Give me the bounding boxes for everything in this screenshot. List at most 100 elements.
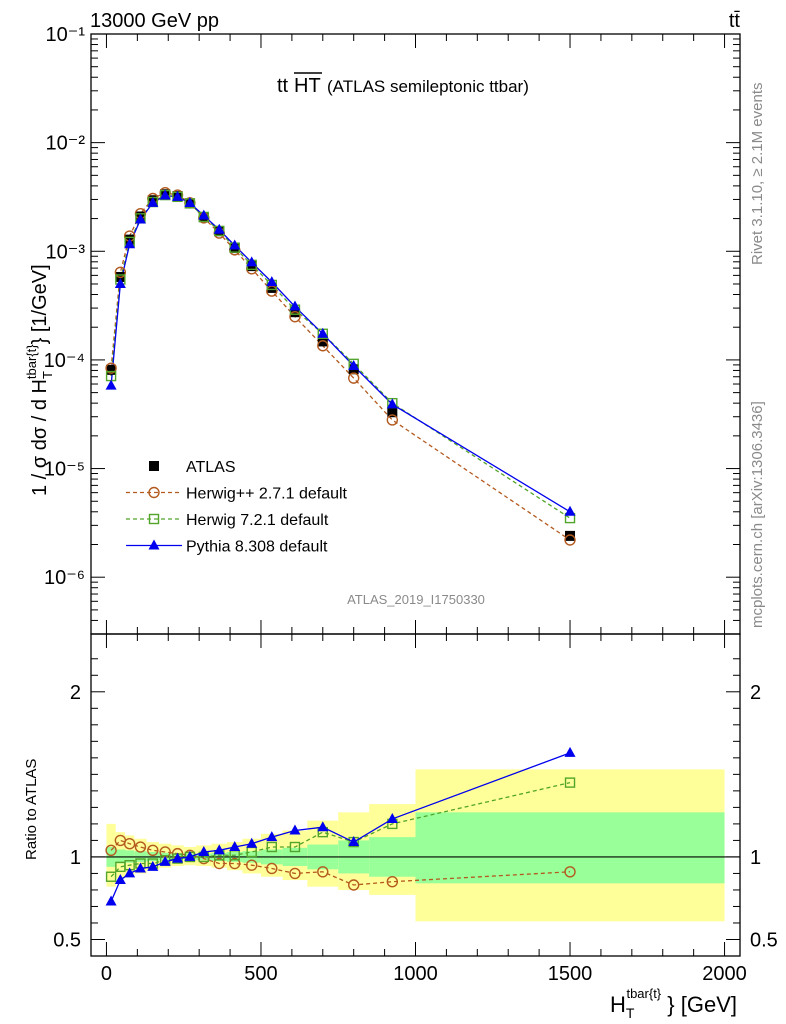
ratio-point xyxy=(114,874,126,885)
legend-marker xyxy=(149,461,159,471)
title-sub: (ATLAS semileptonic ttbar) xyxy=(327,77,529,96)
ratio-y-tick-label: 0.5 xyxy=(53,929,81,951)
data-point xyxy=(266,276,278,287)
ratio-point xyxy=(124,867,136,878)
ratio-point xyxy=(347,879,360,891)
stat-band xyxy=(415,812,725,884)
ratio-point xyxy=(246,859,258,871)
y-tick-label: 10⁻³ xyxy=(46,241,86,263)
ratio-point xyxy=(229,857,241,870)
ratio-point xyxy=(172,852,184,863)
ratio-point xyxy=(123,838,136,850)
y-tick-label: 10⁻⁶ xyxy=(44,567,85,589)
data-point xyxy=(114,277,126,288)
ratio-point xyxy=(564,777,576,788)
legend: ATLAS Herwig++ 2.7.1 default Herwig 7.2.1 … xyxy=(126,459,348,556)
ratio-point xyxy=(289,867,301,880)
ratio-y-tick-label: 0.5 xyxy=(750,929,778,951)
process-label: tt̄ xyxy=(729,10,741,32)
data-point xyxy=(386,398,398,409)
x-tick-label: 0 xyxy=(101,963,112,985)
ratio-point xyxy=(564,746,576,757)
title-main: tt xyxy=(277,75,289,97)
ratio-y-tick-label: 1 xyxy=(70,847,81,869)
legend-label: ATLAS xyxy=(186,459,236,476)
x-tick-label: 1500 xyxy=(548,963,593,985)
ratio-panel: 0.5 0.5 1 1 2 2 0 500 1000 1500 2000 xyxy=(53,633,778,985)
ratio-ylabel: Ratio to ATLAS xyxy=(23,759,40,860)
data-point xyxy=(266,282,277,293)
data-point xyxy=(246,256,258,267)
data-point xyxy=(172,190,184,201)
ratio-y-tick-label: 2 xyxy=(750,682,761,704)
legend-label: Pythia 8.308 default xyxy=(186,539,328,556)
legend-marker xyxy=(148,513,160,525)
data-point xyxy=(184,197,196,208)
ratio-point xyxy=(105,871,117,882)
data-point xyxy=(229,239,241,250)
ratio-point xyxy=(266,841,277,853)
mcplots-label: mcplots.cern.ch [arXiv:1306.3436] xyxy=(749,401,766,628)
ratio-point xyxy=(289,841,301,853)
data-point xyxy=(147,196,159,207)
ratio-point xyxy=(159,855,171,866)
data-point xyxy=(134,213,146,224)
main-panel: 10⁻⁶ 10⁻⁵ 10⁻⁴ 10⁻³ 10⁻² 10⁻¹ xyxy=(44,24,741,956)
data-point xyxy=(317,340,329,352)
ratio-point xyxy=(229,841,241,852)
ratio-point xyxy=(386,812,398,823)
ratio-point xyxy=(198,845,210,856)
title-overline-text: HT xyxy=(294,75,321,97)
ratio-point xyxy=(147,844,159,857)
data-point xyxy=(289,310,301,323)
ratio-point xyxy=(105,895,117,906)
ratio-point xyxy=(246,837,258,848)
y-tick-label: 10⁻⁴ xyxy=(44,350,85,372)
ratio-y-tick-label: 2 xyxy=(70,682,81,704)
y-tick-label: 10⁻⁵ xyxy=(44,459,85,481)
x-tick-label: 500 xyxy=(244,963,277,985)
data-point xyxy=(317,327,329,338)
legend-label: Herwig 7.2.1 default xyxy=(186,512,329,529)
data-point xyxy=(124,238,136,249)
svg-text:1 / σ dσ / d HTtbar{t}} [1/GeV: 1 / σ dσ / d HTtbar{t}} [1/GeV] xyxy=(24,264,55,496)
data-point xyxy=(348,359,360,370)
data-point xyxy=(105,362,117,374)
ratio-point xyxy=(317,821,329,832)
energy-label: 13000 GeV pp xyxy=(90,10,219,32)
x-tick-label: 1000 xyxy=(393,963,438,985)
series-line xyxy=(110,194,571,513)
ratio-point xyxy=(134,862,146,873)
ratio-point xyxy=(317,866,329,878)
data-point xyxy=(347,372,360,384)
data-point xyxy=(387,407,398,418)
ratio-point xyxy=(184,850,196,861)
data-point xyxy=(289,300,301,311)
legend-label: Herwig++ 2.7.1 default xyxy=(186,486,348,503)
ratio-point xyxy=(386,875,399,888)
data-point xyxy=(564,534,576,546)
data-point xyxy=(105,379,117,390)
ratio-point xyxy=(348,836,360,847)
y-tick-label: 10⁻¹ xyxy=(46,24,86,46)
ratio-point xyxy=(147,860,159,871)
ratio-point xyxy=(105,844,117,857)
legend-marker xyxy=(148,539,160,550)
ratio-point xyxy=(134,841,147,853)
ratio-point xyxy=(213,857,225,870)
data-point xyxy=(198,209,210,220)
ratio-point xyxy=(289,824,301,835)
x-tick-label: 2000 xyxy=(702,963,747,985)
data-point xyxy=(386,414,399,426)
ratio-point xyxy=(266,862,278,875)
ratio-point xyxy=(266,831,278,842)
main-ylabel: 1 / σ dσ / d HTtbar{t}} [1/GeV] xyxy=(24,264,55,496)
plot-title: tt HT (ATLAS semileptonic ttbar) xyxy=(277,72,529,97)
data-point xyxy=(106,364,117,375)
ratio-point xyxy=(213,844,225,855)
data-point xyxy=(159,189,171,200)
data-point xyxy=(564,505,576,516)
data-point xyxy=(114,266,127,279)
legend-marker xyxy=(148,486,160,499)
